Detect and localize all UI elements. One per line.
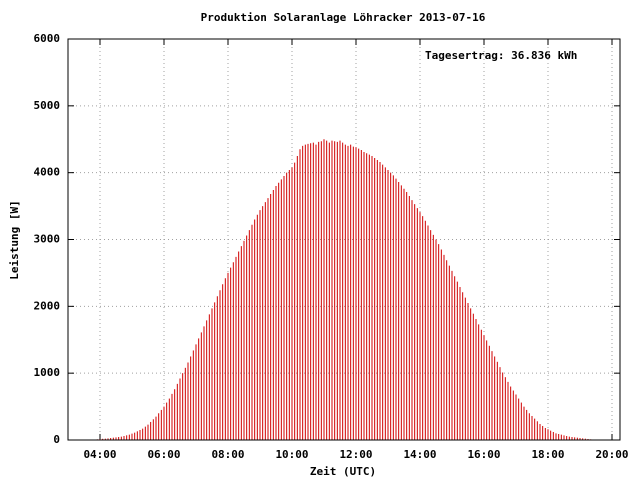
plot-border (67, 38, 621, 441)
x-axis-label: Zeit (UTC) (310, 465, 376, 478)
x-tick-label: 14:00 (403, 448, 436, 461)
chart-title: Produktion Solaranlage Löhracker 2013-07… (201, 11, 486, 24)
y-tick-label: 2000 (34, 299, 61, 312)
x-tick-label: 04:00 (83, 448, 116, 461)
y-tick-label: 3000 (34, 233, 61, 246)
x-tick-label: 06:00 (147, 448, 180, 461)
y-tick-label: 4000 (34, 166, 61, 179)
y-tick-label: 5000 (34, 99, 61, 112)
x-tick-label: 20:00 (595, 448, 628, 461)
x-tick-label: 18:00 (531, 448, 564, 461)
y-tick-label: 1000 (34, 366, 61, 379)
y-tick-label: 6000 (34, 32, 61, 45)
x-tick-label: 08:00 (211, 448, 244, 461)
x-tick-label: 16:00 (467, 448, 500, 461)
y-tick-label: 0 (53, 433, 60, 446)
x-tick-label: 12:00 (339, 448, 372, 461)
y-axis-label: Leistung [W] (8, 200, 21, 279)
x-tick-label: 10:00 (275, 448, 308, 461)
annotation: Tagesertrag: 36.836 kWh (425, 49, 577, 62)
